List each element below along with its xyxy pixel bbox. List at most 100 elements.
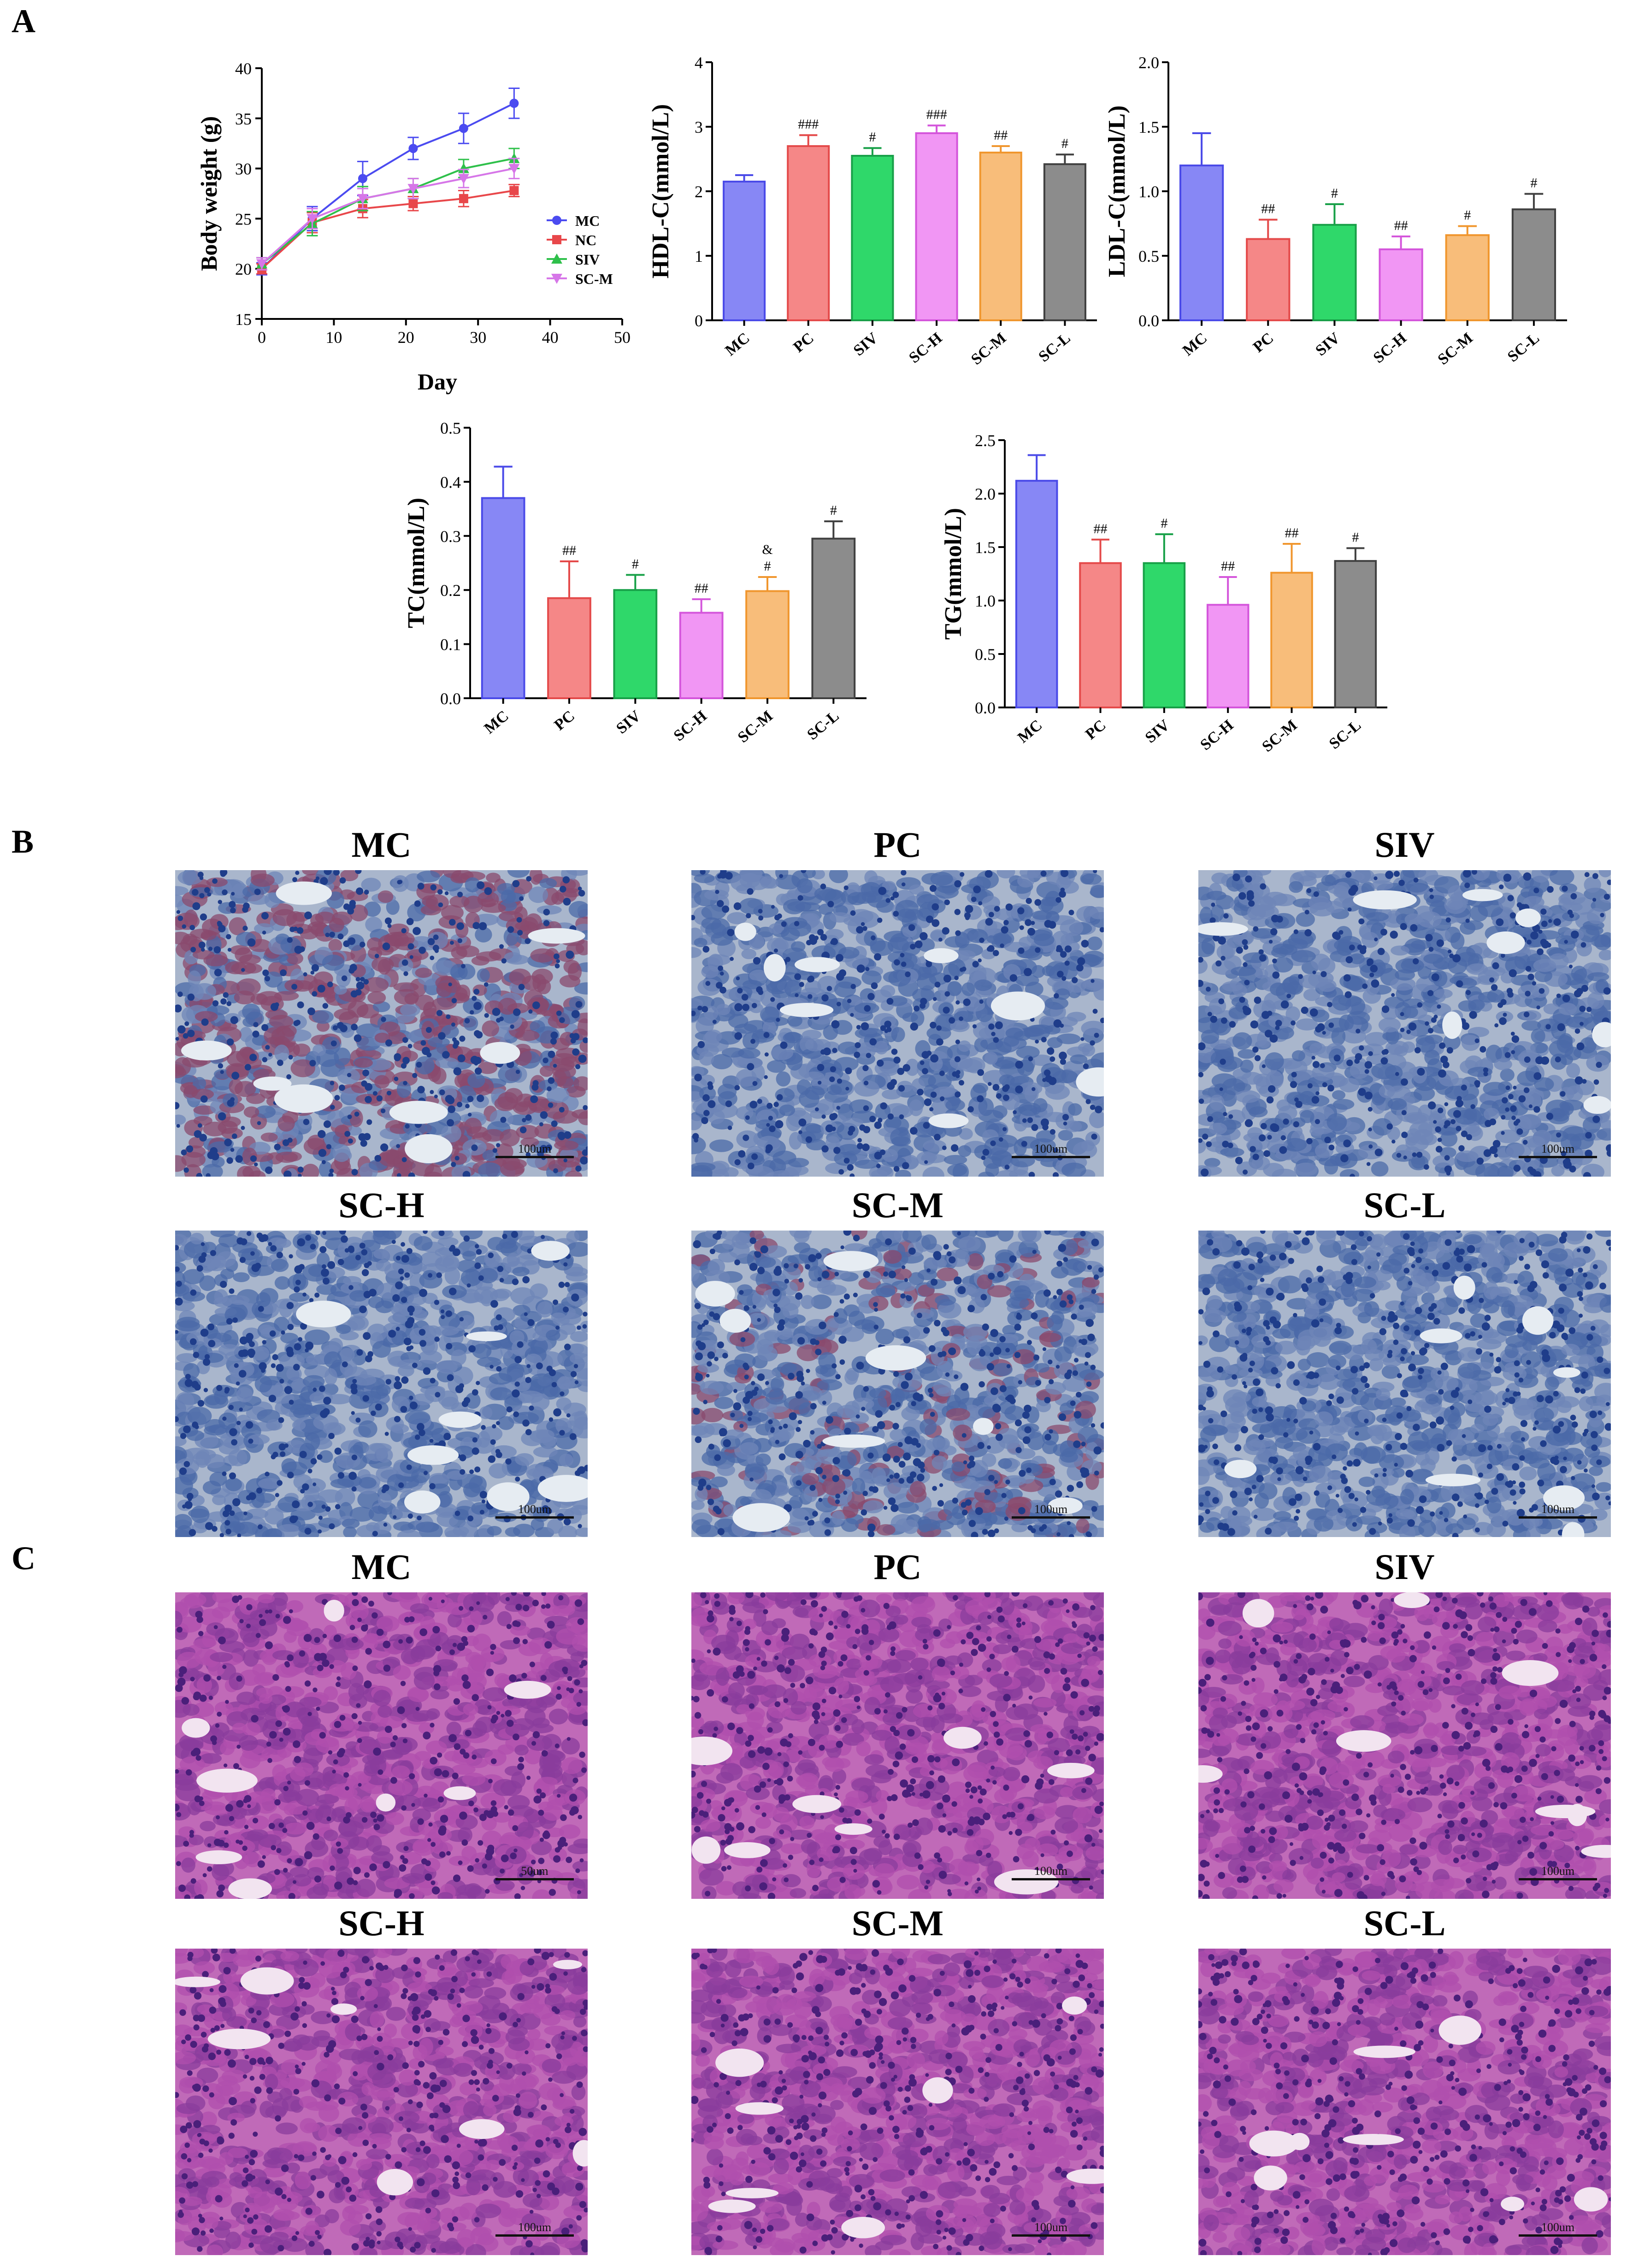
scale-bar: 100um bbox=[1519, 1864, 1597, 1880]
y-tick-label: 0.4 bbox=[440, 473, 461, 491]
significance-mark: ### bbox=[926, 107, 947, 122]
micrograph-image bbox=[691, 870, 1104, 1177]
legend-label: MC bbox=[575, 212, 600, 229]
scale-bar-line bbox=[495, 1516, 574, 1519]
legend-label: NC bbox=[575, 232, 596, 248]
y-tick-label: 20 bbox=[235, 260, 252, 278]
y-tick-label: 40 bbox=[235, 59, 252, 78]
panel-label-a: A bbox=[12, 3, 35, 40]
bar-pc bbox=[1079, 562, 1122, 709]
bar-sc-h bbox=[1379, 248, 1423, 321]
data-point bbox=[307, 214, 318, 224]
significance-mark: # bbox=[764, 559, 771, 574]
bar-sc-h bbox=[915, 132, 958, 321]
x-tick-label: SIV bbox=[613, 707, 644, 737]
scale-bar-label: 100um bbox=[518, 2221, 552, 2234]
micrograph-title: PC bbox=[873, 1547, 922, 1587]
bar-siv bbox=[851, 155, 894, 321]
significance-mark: ## bbox=[1394, 218, 1408, 233]
data-point bbox=[458, 174, 469, 184]
x-tick-label: SC-H bbox=[671, 707, 710, 745]
y-tick-label: 2.5 bbox=[975, 431, 996, 450]
x-tick-label: SC-H bbox=[906, 330, 945, 367]
x-tick-label: PC bbox=[1082, 717, 1109, 743]
scale-bar: 100um bbox=[1519, 1502, 1597, 1519]
significance-mark: ## bbox=[994, 128, 1008, 143]
micrograph-image bbox=[1198, 1949, 1611, 2255]
scale-bar-label: 100um bbox=[1541, 1502, 1575, 1516]
y-tick-label: 4 bbox=[695, 53, 703, 72]
y-axis-title: HDL-C(mmol/L) bbox=[648, 104, 674, 278]
micrograph-image bbox=[691, 1231, 1104, 1537]
scale-bar: 50um bbox=[495, 1864, 574, 1880]
scale-bar-label: 100um bbox=[1541, 1142, 1575, 1155]
bar-sc-l bbox=[811, 537, 856, 700]
x-tick-label: MC bbox=[1179, 330, 1210, 359]
micrograph-title: MC bbox=[351, 1547, 412, 1587]
scale-bar-label: 100um bbox=[1034, 1142, 1068, 1155]
x-tick-label: PC bbox=[790, 330, 817, 356]
y-tick-label: 1.5 bbox=[975, 538, 996, 557]
y-tick-label: 3 bbox=[695, 118, 703, 136]
significance-mark: # bbox=[830, 503, 837, 518]
x-tick-label: PC bbox=[551, 707, 578, 734]
y-axis-title: TG(mmol/L) bbox=[940, 508, 967, 640]
scale-bar-label: 100um bbox=[1034, 1864, 1068, 1878]
y-tick-label: 0.5 bbox=[1138, 247, 1159, 265]
significance-mark: # bbox=[869, 130, 876, 145]
scale-bar: 100um bbox=[495, 1502, 574, 1519]
scale-bar: 100um bbox=[1012, 1502, 1090, 1519]
bar-sc-l bbox=[1334, 560, 1377, 709]
y-axis-title: LDL-C(mmol/L) bbox=[1104, 106, 1130, 277]
bar-sc-h bbox=[679, 612, 724, 700]
bar-sc-h bbox=[1206, 604, 1250, 709]
significance-mark: # bbox=[1352, 530, 1359, 545]
bar-mc bbox=[1015, 480, 1058, 709]
data-point bbox=[459, 124, 468, 133]
scale-bar: 100um bbox=[495, 2221, 574, 2237]
bar-siv bbox=[1143, 562, 1186, 709]
x-tick-label: SC-L bbox=[804, 707, 842, 743]
micrograph-title: SC-L bbox=[1363, 1903, 1446, 1943]
micrograph-image bbox=[1198, 870, 1611, 1177]
x-tick-label: SC-L bbox=[1504, 330, 1543, 365]
scale-bar-line bbox=[495, 1156, 574, 1158]
y-tick-label: 0.0 bbox=[975, 699, 996, 717]
x-tick-label: MC bbox=[1014, 717, 1045, 747]
x-tick-label: 30 bbox=[470, 328, 486, 347]
data-point bbox=[552, 235, 561, 244]
bar-pc bbox=[1246, 238, 1291, 321]
scale-bar: 100um bbox=[1012, 2221, 1090, 2237]
significance-mark: ## bbox=[1261, 201, 1275, 217]
micrograph-image bbox=[175, 1949, 588, 2255]
y-tick-label: 0.5 bbox=[975, 645, 996, 664]
bar-sc-m bbox=[1270, 571, 1313, 709]
data-point bbox=[552, 216, 561, 225]
data-point bbox=[256, 259, 267, 270]
x-tick-label: SC-M bbox=[1259, 717, 1300, 755]
bar-siv bbox=[613, 589, 658, 699]
scale-bar-line bbox=[1519, 1878, 1597, 1880]
significance-mark: # bbox=[632, 556, 639, 571]
series-line-mc bbox=[261, 102, 515, 270]
x-tick-label: SIV bbox=[1312, 330, 1344, 359]
significance-mark: # bbox=[1061, 136, 1068, 151]
bar-mc bbox=[481, 497, 525, 699]
scale-bar: 100um bbox=[1519, 2221, 1597, 2237]
x-tick-label: SIV bbox=[850, 330, 882, 359]
y-tick-label: 2.0 bbox=[1138, 53, 1159, 72]
micrograph-title: SIV bbox=[1374, 825, 1435, 865]
scale-bar-line bbox=[1012, 2234, 1090, 2237]
scale-bar-line bbox=[495, 1878, 574, 1880]
y-tick-label: 2 bbox=[695, 183, 703, 201]
bar-mc bbox=[1179, 165, 1224, 321]
significance-mark: ## bbox=[1285, 525, 1299, 541]
y-tick-label: 0.3 bbox=[440, 527, 461, 546]
micrograph-title: SC-H bbox=[338, 1903, 424, 1943]
scale-bar-line bbox=[1519, 1516, 1597, 1519]
micrograph-title: SC-L bbox=[1363, 1185, 1446, 1225]
scale-bar-label: 100um bbox=[518, 1142, 552, 1155]
data-point bbox=[551, 274, 562, 284]
significance-mark: # bbox=[1331, 186, 1338, 201]
